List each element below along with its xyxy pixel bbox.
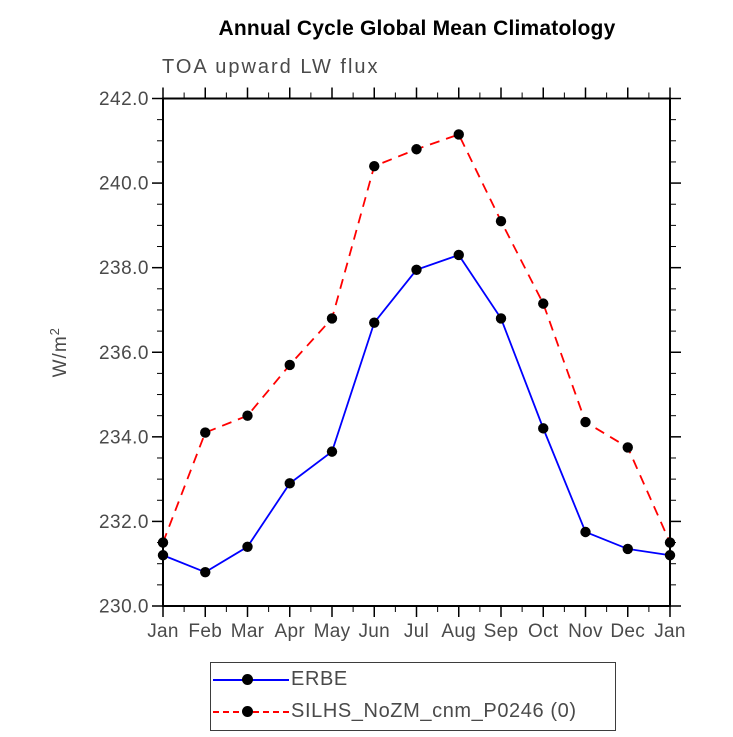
y-tick-label: 230.0 xyxy=(99,597,149,618)
data-point-marker xyxy=(326,313,338,324)
x-tick-label: May xyxy=(314,621,351,642)
data-point-marker xyxy=(622,442,633,453)
data-point-marker xyxy=(369,317,380,328)
chart-title: Annual Cycle Global Mean Climatology xyxy=(218,17,616,40)
x-tick-label: Dec xyxy=(610,621,645,642)
y-axis-title: W/m2 xyxy=(47,327,71,377)
chart-subtitle: TOA upward LW flux xyxy=(162,56,380,78)
x-tick-label: Jul xyxy=(404,621,429,642)
data-point-marker xyxy=(242,541,253,552)
x-tick-label: Jun xyxy=(358,621,390,642)
data-point-marker xyxy=(580,526,591,538)
y-tick-label: 238.0 xyxy=(99,258,149,279)
plot-frame xyxy=(162,97,671,607)
data-point-marker xyxy=(622,543,633,555)
series-line-ERBE xyxy=(162,253,671,574)
data-point-marker xyxy=(495,215,507,227)
x-tick-label: Feb xyxy=(188,621,222,642)
data-point-marker xyxy=(284,359,295,371)
data-point-marker xyxy=(453,249,464,261)
x-tick-label: Jan xyxy=(654,621,686,642)
x-tick-label: Nov xyxy=(568,621,603,642)
series-line-SILHS-NoZM-cnm-P0246-0- xyxy=(162,133,671,543)
data-point-marker xyxy=(411,144,422,155)
legend-marker-dot xyxy=(242,674,253,685)
data-point-marker xyxy=(411,264,422,275)
legend-label: ERBE xyxy=(291,668,348,690)
data-point-marker xyxy=(284,478,295,489)
y-tick-label: 240.0 xyxy=(99,174,149,195)
data-point-marker xyxy=(369,160,380,172)
data-point-marker xyxy=(580,416,591,428)
legend-box: ERBE SILHS_NoZM_cnm_P0246 (0) xyxy=(210,662,616,731)
x-tick-label: Sep xyxy=(484,621,519,642)
y-tick-label: 234.0 xyxy=(99,427,149,448)
legend-label: SILHS_NoZM_cnm_P0246 (0) xyxy=(291,700,577,722)
data-point-marker xyxy=(157,550,169,561)
data-point-marker xyxy=(242,410,253,421)
x-tick-label: Apr xyxy=(275,621,306,642)
data-point-marker xyxy=(157,537,169,548)
data-point-marker xyxy=(664,537,676,548)
x-tick-label: Jan xyxy=(147,621,179,642)
data-point-marker xyxy=(453,129,464,140)
x-tick-label: Aug xyxy=(441,621,476,642)
y-tick-label: 236.0 xyxy=(99,343,149,364)
data-point-marker xyxy=(326,446,338,457)
data-point-marker xyxy=(664,550,676,561)
data-point-marker xyxy=(538,423,549,434)
y-tick-label: 242.0 xyxy=(99,89,149,110)
data-point-marker xyxy=(200,566,211,578)
x-tick-label: Oct xyxy=(528,621,559,642)
x-tick-label: Mar xyxy=(231,621,265,642)
data-point-marker xyxy=(200,427,211,438)
legend-marker-dot xyxy=(242,706,253,717)
y-tick-label: 232.0 xyxy=(99,512,149,533)
data-point-marker xyxy=(495,313,507,324)
data-point-marker xyxy=(538,298,549,309)
